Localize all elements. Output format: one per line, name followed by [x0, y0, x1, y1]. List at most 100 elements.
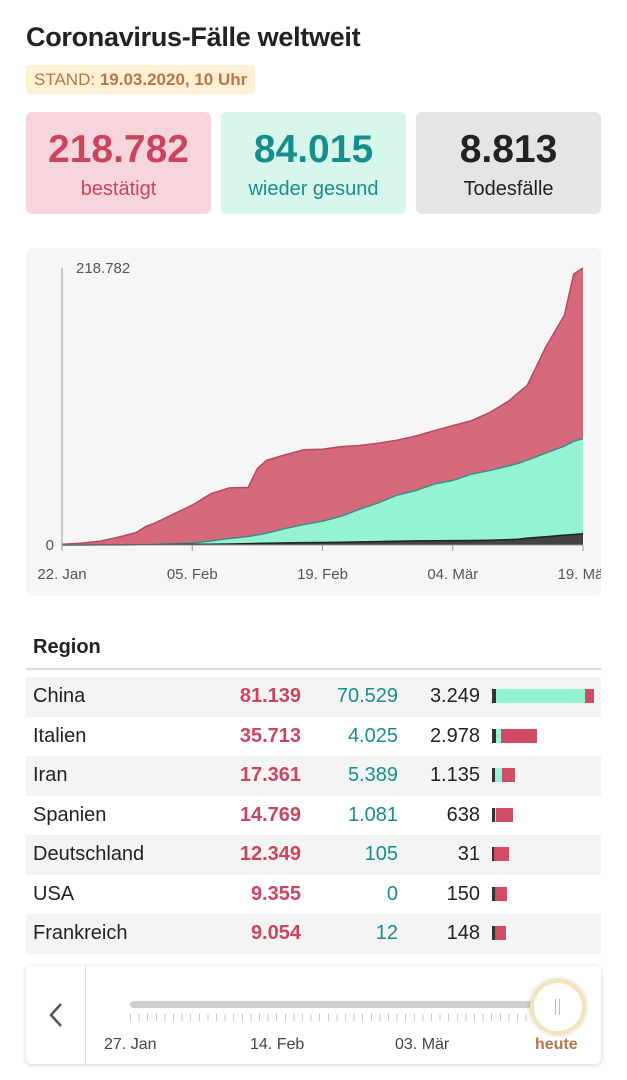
- recovered-cell: 105: [364, 843, 398, 865]
- cases-bar: [492, 689, 594, 703]
- x-tick-label: 05. Feb: [167, 566, 218, 583]
- summary-cards: 218.782 bestätigt 84.015 wieder gesund 8…: [26, 112, 601, 214]
- back-button[interactable]: [26, 966, 86, 1064]
- cases-bar: [492, 728, 537, 743]
- table-row: Deutschland 12.349 105 31: [26, 835, 601, 875]
- deaths-area: [62, 533, 583, 545]
- table-row: USA 9.355 0 150: [26, 875, 601, 915]
- recovered-cell: 0: [386, 882, 398, 905]
- timeline-label: 27. Jan: [104, 1036, 157, 1053]
- confirmed-cell: 9.054: [250, 922, 301, 944]
- deaths-segment: [492, 728, 496, 743]
- deaths-cell: 31: [457, 843, 480, 865]
- deaths-cell: 148: [446, 922, 480, 944]
- cases-bar: [492, 768, 516, 782]
- y-min-label: 0: [46, 537, 54, 554]
- recovered-cell: 70.529: [336, 685, 398, 707]
- timeline-label: 03. Mär: [395, 1036, 450, 1053]
- deaths-segment: [492, 807, 495, 822]
- deaths-cell: 2.978: [429, 724, 480, 747]
- timeline-today-label: heute: [535, 1036, 578, 1053]
- timeline-slider: 27. Jan 14. Feb 03. Mär heute: [26, 966, 601, 1064]
- confirmed-area: [62, 268, 583, 545]
- active-segment: [496, 807, 513, 822]
- deaths-cell: 3.249: [429, 685, 480, 707]
- page-title: Coronavirus-Fälle weltweit: [26, 22, 361, 52]
- deaths-label: Todesfälle: [463, 178, 554, 200]
- recovered-area: [62, 438, 583, 545]
- confirmed-cell: 14.769: [239, 803, 301, 826]
- confirmed-cell: 17.361: [239, 764, 301, 786]
- stand-value: 19.03.2020, 10 Uhr: [99, 70, 248, 89]
- cases-bar: [492, 847, 509, 861]
- confirmed-label: bestätigt: [80, 178, 157, 200]
- confirmed-cell: 81.139: [239, 685, 301, 707]
- cases-bar: [492, 926, 507, 940]
- status-badge: STAND: 19.03.2020, 10 Uhr: [26, 65, 256, 94]
- active-segment: [495, 926, 507, 940]
- active-segment: [501, 768, 516, 782]
- recovered-cell: 5.389: [347, 764, 398, 786]
- table-row: Italien 35.713 4.025 2.978: [26, 717, 601, 757]
- confirmed-line: [61, 267, 584, 546]
- x-tick-label: 04. Mär: [427, 566, 478, 583]
- country-name: Italien: [33, 724, 87, 747]
- active-segment: [584, 689, 594, 703]
- cases-chart: 22. Jan 05. Feb 19. Feb 04. Mär 19. Mär 218.…: [26, 248, 601, 596]
- y-max-label: 218.782: [76, 260, 130, 277]
- confirmed-cell: 35.713: [239, 724, 301, 747]
- confirmed-cell: 9.355: [250, 882, 301, 905]
- confirmed-count: 218.782: [48, 128, 189, 171]
- recovered-cell: 12: [375, 922, 398, 944]
- recovered-segment: [495, 807, 497, 822]
- country-name: Frankreich: [33, 922, 128, 944]
- recovered-segment: [495, 728, 501, 743]
- deaths-segment: [492, 689, 497, 703]
- timeline-label: 14. Feb: [250, 1036, 305, 1053]
- cases-chart-svg: 22. Jan 05. Feb 19. Feb 04. Mär 19. Mär 218.…: [37, 260, 601, 583]
- recovered-segment: [495, 768, 502, 782]
- deaths-cell: 1.135: [429, 764, 480, 786]
- deaths-count: 8.813: [459, 128, 558, 171]
- confirmed-card: 218.782 bestätigt: [26, 112, 211, 214]
- deaths-segment: [492, 768, 495, 782]
- region-table: China 81.139 70.529 3.249 Italien 35.713 4.025…: [26, 677, 601, 954]
- country-name: China: [33, 685, 86, 707]
- table-row: Frankreich 9.054 12 148: [26, 914, 601, 954]
- deaths-cell: 150: [446, 882, 480, 905]
- active-segment: [500, 728, 537, 743]
- slider-track[interactable]: [130, 1001, 552, 1008]
- recovered-cell: 1.081: [347, 803, 398, 826]
- grip-icon: [555, 999, 560, 1015]
- slider-ticks: [130, 1014, 548, 1021]
- region-heading: Region: [33, 636, 101, 658]
- recovered-cell: 4.025: [347, 724, 398, 747]
- country-name: Spanien: [33, 803, 107, 826]
- active-segment: [493, 847, 509, 861]
- x-tick-label: 19. Feb: [297, 566, 348, 583]
- table-row: Iran 17.361 5.389 1.135: [26, 756, 601, 796]
- active-segment: [495, 886, 507, 901]
- slider-handle[interactable]: [530, 979, 586, 1035]
- cases-bar: [492, 807, 513, 822]
- recovered-segment: [496, 689, 585, 703]
- x-tick-label: 22. Jan: [37, 566, 86, 583]
- recovered-label: wieder gesund: [248, 178, 379, 200]
- divider: [26, 668, 601, 670]
- confirmed-cell: 12.349: [239, 843, 301, 865]
- deaths-card: 8.813 Todesfälle: [416, 112, 601, 214]
- deaths-segment: [492, 847, 494, 861]
- x-tick-label: 19. Mär: [558, 566, 601, 583]
- table-row: China 81.139 70.529 3.249: [26, 677, 601, 717]
- country-name: USA: [33, 882, 75, 905]
- deaths-segment: [492, 926, 495, 940]
- country-name: Iran: [33, 764, 68, 786]
- country-name: Deutschland: [33, 843, 145, 865]
- table-row: Spanien 14.769 1.081 638: [26, 796, 601, 836]
- deaths-segment: [492, 886, 495, 901]
- chevron-left-icon: [49, 1003, 62, 1027]
- recovered-card: 84.015 wieder gesund: [221, 112, 406, 214]
- deaths-cell: 638: [446, 803, 480, 826]
- cases-bar: [492, 886, 507, 901]
- stand-label: STAND:: [34, 70, 96, 89]
